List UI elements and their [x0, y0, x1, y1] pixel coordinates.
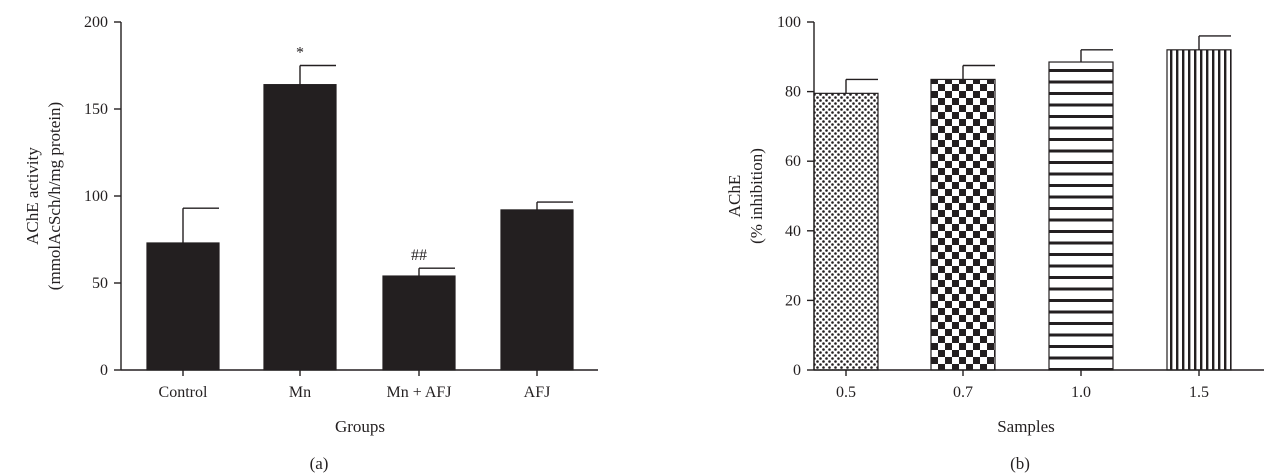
bars-a — [146, 84, 574, 371]
y-tick-label: 100 — [84, 188, 108, 205]
y-tick-label: 60 — [785, 153, 801, 170]
y-ticks-a: 0 50 100 150 200 — [84, 14, 121, 379]
bar-mn — [263, 84, 337, 371]
bar-1-5 — [1166, 49, 1232, 371]
bar-afj — [500, 209, 574, 371]
x-tick-label: AFJ — [524, 384, 551, 401]
x-tick-label: 1.5 — [1189, 384, 1209, 401]
error-bars-a — [182, 64, 573, 277]
x-tick-label: Mn — [289, 384, 311, 401]
y-ticks-b: 0 20 40 60 80 100 — [777, 14, 814, 379]
x-ticks-a: Control Mn Mn + AFJ AFJ — [159, 370, 551, 401]
error-bars-b — [845, 35, 1231, 94]
x-axis-label-a: Groups — [335, 417, 385, 436]
y-axis-label-a-line1: AChE activity — [23, 147, 42, 245]
y-tick-label: 0 — [100, 362, 108, 379]
annotations-a: * ## — [296, 45, 427, 265]
panel-label-b: (b) — [1010, 454, 1030, 473]
x-tick-label: 1.0 — [1071, 384, 1091, 401]
x-tick-label: Mn + AFJ — [386, 384, 451, 401]
y-tick-label: 0 — [793, 362, 801, 379]
y-tick-label: 200 — [84, 14, 108, 31]
panel-label-a: (a) — [310, 454, 329, 473]
y-tick-label: 80 — [785, 84, 801, 101]
x-tick-label: Control — [159, 384, 208, 401]
x-tick-label: 0.5 — [836, 384, 856, 401]
x-tick-label: 0.7 — [953, 384, 973, 401]
bar-0-7 — [930, 78, 996, 371]
x-ticks-b: 0.5 0.7 1.0 1.5 — [836, 370, 1209, 401]
panel-b: 0 20 40 60 80 100 0.5 0.7 1.0 1.5 Samples AChE (… — [725, 14, 1264, 473]
y-tick-label: 20 — [785, 292, 801, 309]
bars-b — [813, 49, 1232, 371]
significance-marker: * — [296, 45, 304, 62]
bar-mn-afj — [382, 275, 456, 371]
y-tick-label: 50 — [92, 275, 108, 292]
significance-marker: ## — [411, 247, 427, 264]
y-axis-label-b-line1: AChE — [725, 175, 744, 218]
y-tick-label: 150 — [84, 101, 108, 118]
bar-0-5 — [813, 92, 879, 371]
y-tick-label: 40 — [785, 223, 801, 240]
y-axis-label-a-line2: (mmolAcSch/h/mg protein) — [45, 102, 64, 290]
bar-control — [146, 242, 220, 371]
x-axis-label-b: Samples — [997, 417, 1055, 436]
y-tick-label: 100 — [777, 14, 801, 31]
y-axis-label-b-line2: (% inhibition) — [747, 148, 766, 244]
panel-a: * ## 0 50 100 150 200 Control Mn Mn + AFJ AFJ Gr… — [23, 14, 598, 473]
bar-1-0 — [1048, 61, 1114, 371]
